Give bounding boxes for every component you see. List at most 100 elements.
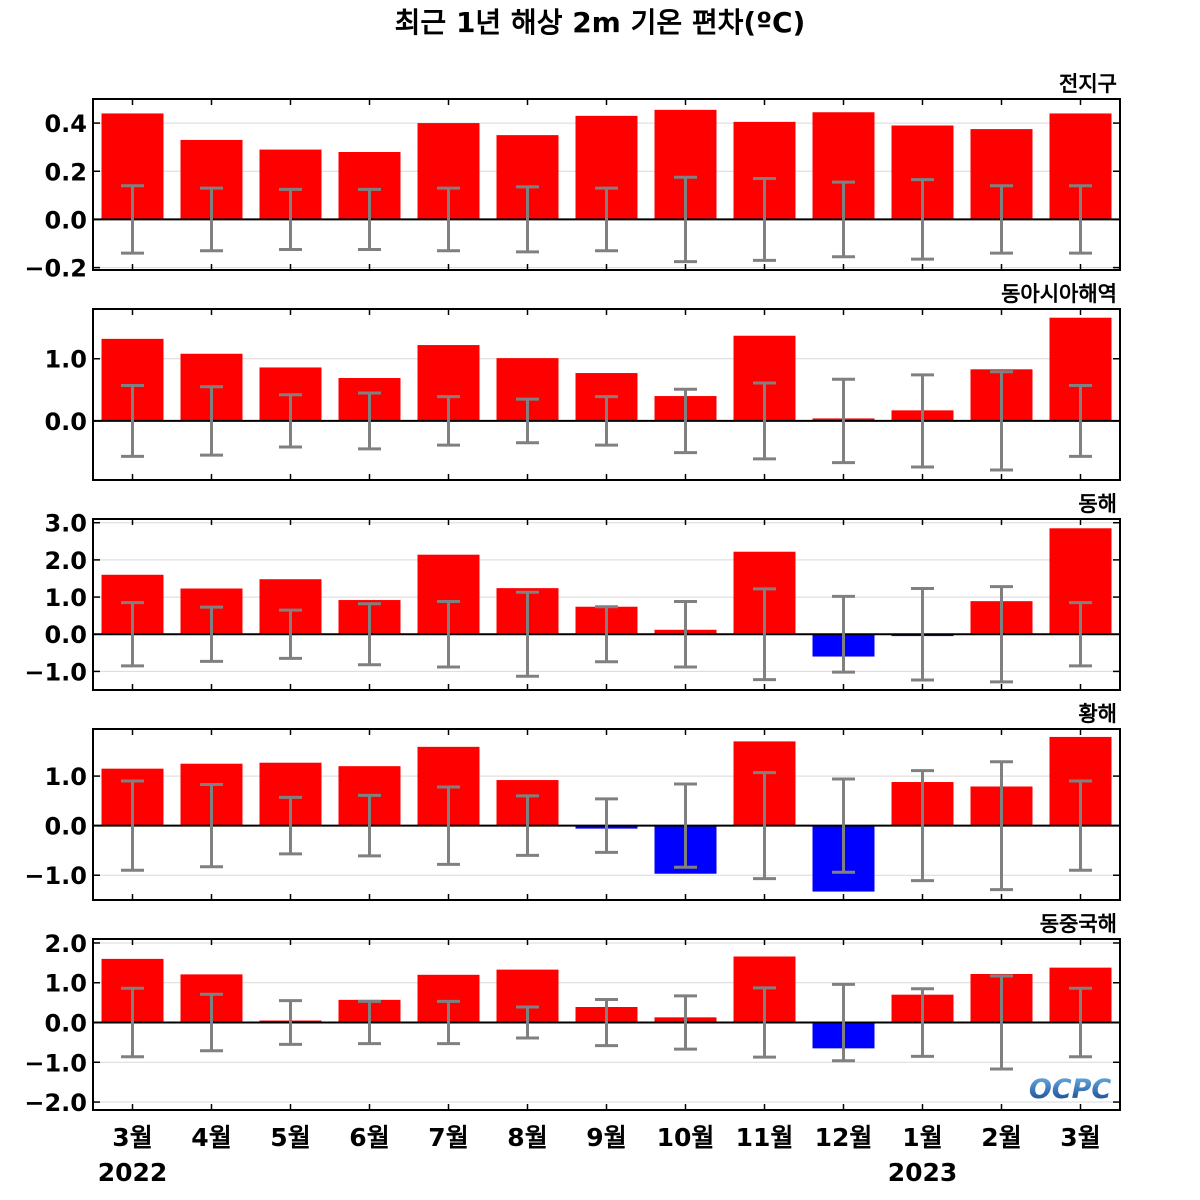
x-tick-label: 12월 xyxy=(815,1123,873,1152)
error-bar xyxy=(832,982,855,1063)
error-bar xyxy=(674,387,697,455)
y-tick-label: −2.0 xyxy=(24,1089,87,1117)
y-tick-label: 2.0 xyxy=(44,930,87,958)
error-bar xyxy=(990,184,1013,255)
error-bar xyxy=(200,186,223,253)
error-bar xyxy=(911,587,934,682)
error-bar xyxy=(911,769,934,883)
y-tick-label: 0.0 xyxy=(44,206,87,234)
panel-title: 동중국해 xyxy=(1040,912,1117,936)
y-tick-label: 1.0 xyxy=(44,346,87,374)
x-tick-label: 10월 xyxy=(657,1123,715,1152)
error-bar xyxy=(832,180,855,259)
year-label: 2023 xyxy=(888,1158,958,1187)
panel-title: 전지구 xyxy=(1059,72,1117,96)
error-bar xyxy=(753,381,776,461)
y-tick-label: 1.0 xyxy=(44,970,87,998)
error-bar xyxy=(358,187,381,252)
error-bar xyxy=(990,585,1013,684)
x-tick-label: 7월 xyxy=(428,1123,468,1152)
error-bar xyxy=(1069,184,1092,255)
y-tick-label: 2.0 xyxy=(44,547,87,575)
error-bar xyxy=(279,187,302,252)
error-bar xyxy=(437,785,460,866)
y-tick-label: 0.0 xyxy=(44,1010,87,1038)
x-tick-label: 1월 xyxy=(902,1123,942,1152)
error-bar xyxy=(516,590,539,678)
panel-0: −0.2 0.0 0.2 0.4 전지구 xyxy=(24,72,1121,283)
x-tick-label: 6월 xyxy=(349,1123,389,1152)
error-bar xyxy=(358,602,381,667)
error-bar xyxy=(516,185,539,254)
error-bar xyxy=(832,377,855,465)
error-bar xyxy=(200,605,223,663)
error-bar xyxy=(753,176,776,262)
error-bar xyxy=(437,395,460,447)
error-bar xyxy=(358,793,381,858)
y-tick-label: 0.0 xyxy=(44,408,87,436)
error-bar xyxy=(1069,383,1092,458)
logo-text: OCPC xyxy=(1029,1074,1112,1105)
panel-title: 동해 xyxy=(1078,492,1117,516)
error-bar xyxy=(1069,986,1092,1059)
error-bar xyxy=(990,760,1013,892)
y-tick-label: 3.0 xyxy=(44,510,87,538)
error-bar xyxy=(121,986,144,1059)
error-bar xyxy=(358,999,381,1046)
x-tick-label: 3월 xyxy=(1060,1123,1100,1152)
error-bar xyxy=(595,797,618,854)
panel-4: −2.0 −1.0 0.0 1.0 2.0 동중국해 xyxy=(24,912,1121,1117)
error-bar xyxy=(911,178,934,261)
error-bar xyxy=(674,175,697,264)
error-bar xyxy=(516,397,539,445)
error-bar xyxy=(753,771,776,881)
error-bar xyxy=(437,600,460,669)
error-bar xyxy=(200,992,223,1053)
x-tick-label: 5월 xyxy=(270,1123,310,1152)
error-bar xyxy=(121,601,144,668)
error-bar xyxy=(437,999,460,1046)
error-bar xyxy=(516,1005,539,1040)
error-bar xyxy=(595,186,618,253)
panel-title: 황해 xyxy=(1078,702,1117,726)
error-bar xyxy=(595,395,618,447)
error-bar xyxy=(279,608,302,660)
error-bar xyxy=(121,779,144,872)
error-bar xyxy=(674,994,697,1051)
error-bar xyxy=(832,594,855,674)
error-bar xyxy=(1069,601,1092,668)
panel-2: −1.0 0.0 1.0 2.0 3.0 동해 xyxy=(24,492,1121,691)
y-tick-label: −1.0 xyxy=(24,1049,87,1077)
x-tick-label: 8월 xyxy=(507,1123,547,1152)
error-bar xyxy=(595,997,618,1048)
chart-panels: −0.2 0.0 0.2 0.4 전지구 0.0 1.0 동아시아해역 −1.0 0.0 1.0 2.… xyxy=(24,72,1121,1117)
error-bar xyxy=(200,783,223,869)
y-tick-label: 1.0 xyxy=(44,763,87,791)
x-tick-label: 2월 xyxy=(981,1123,1021,1152)
error-bar xyxy=(516,794,539,857)
x-tick-label: 4월 xyxy=(191,1123,231,1152)
error-bar xyxy=(674,600,697,669)
error-bar xyxy=(1069,779,1092,872)
y-tick-label: −1.0 xyxy=(24,862,87,890)
y-tick-label: 0.4 xyxy=(44,110,87,138)
panel-3: −1.0 0.0 1.0 황해 xyxy=(24,702,1121,901)
error-bar xyxy=(990,974,1013,1071)
error-bar xyxy=(753,986,776,1059)
x-tick-label: 11월 xyxy=(736,1123,794,1152)
error-bar xyxy=(911,373,934,469)
ocpc-logo: OCPC xyxy=(1029,1074,1112,1105)
error-bar xyxy=(279,999,302,1046)
error-bar xyxy=(674,782,697,869)
figure-title: 최근 1년 해상 2m 기온 편차(ºC) xyxy=(395,6,806,39)
y-tick-label: 0.2 xyxy=(44,158,87,186)
panel-frame xyxy=(92,518,1121,691)
error-bar xyxy=(437,186,460,253)
y-tick-label: −0.2 xyxy=(24,255,87,283)
y-tick-label: −1.0 xyxy=(24,658,87,686)
error-bar xyxy=(832,777,855,874)
error-bar xyxy=(358,391,381,451)
error-bar xyxy=(200,385,223,457)
year-label: 2022 xyxy=(98,1158,168,1187)
